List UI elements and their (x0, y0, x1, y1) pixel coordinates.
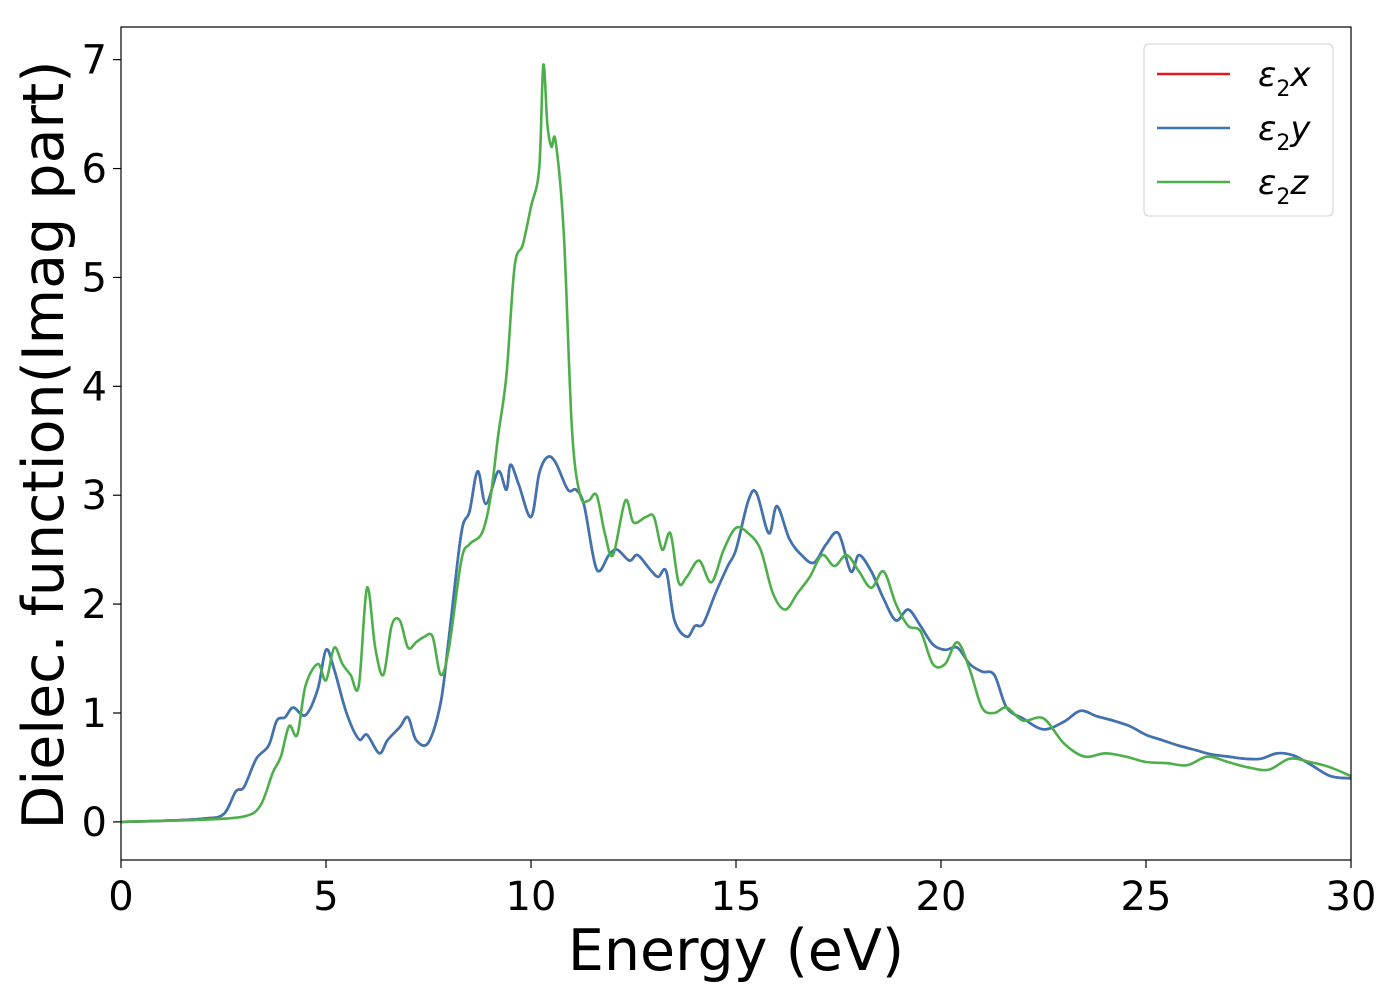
y-tick-label: 6 (82, 147, 107, 193)
x-tick-label: 15 (711, 874, 762, 920)
series-epsilon2-x-line (121, 455, 1351, 824)
legend-label: ε2z (1258, 163, 1309, 210)
y-tick-label: 7 (82, 38, 107, 84)
y-axis-label: Dielec. function(Imag part) (11, 60, 77, 829)
legend-item-epsilon2-x: ε2x (1157, 55, 1311, 102)
x-tick-label: 30 (1326, 874, 1377, 920)
series-layer (121, 63, 1351, 824)
x-axis-ticks: 0 5 10 15 20 25 30 (108, 860, 1376, 920)
y-tick-label: 0 (82, 800, 107, 846)
y-tick-label: 4 (82, 364, 107, 410)
y-tick-label: 3 (82, 473, 107, 519)
legend-label: ε2x (1258, 55, 1311, 102)
y-axis-ticks: 0 1 2 3 4 5 6 7 (82, 38, 121, 846)
legend-item-epsilon2-y: ε2y (1157, 109, 1311, 156)
y-tick-label: 5 (82, 255, 107, 301)
legend-label: ε2y (1258, 109, 1311, 156)
legend: ε2x ε2y ε2z (1143, 43, 1334, 217)
legend-item-epsilon2-z: ε2z (1157, 163, 1309, 210)
x-tick-label: 5 (313, 874, 338, 920)
y-tick-label: 2 (82, 582, 107, 628)
x-tick-label: 10 (506, 874, 557, 920)
series-epsilon2-y-line (121, 455, 1351, 824)
legend-box (1143, 43, 1334, 217)
y-tick-label: 1 (82, 691, 107, 737)
x-tick-label: 25 (1121, 874, 1172, 920)
x-tick-label: 20 (916, 874, 967, 920)
x-axis-label: Energy (eV) (568, 918, 904, 984)
series-epsilon2-z-line (121, 63, 1351, 824)
x-tick-label: 0 (108, 874, 133, 920)
